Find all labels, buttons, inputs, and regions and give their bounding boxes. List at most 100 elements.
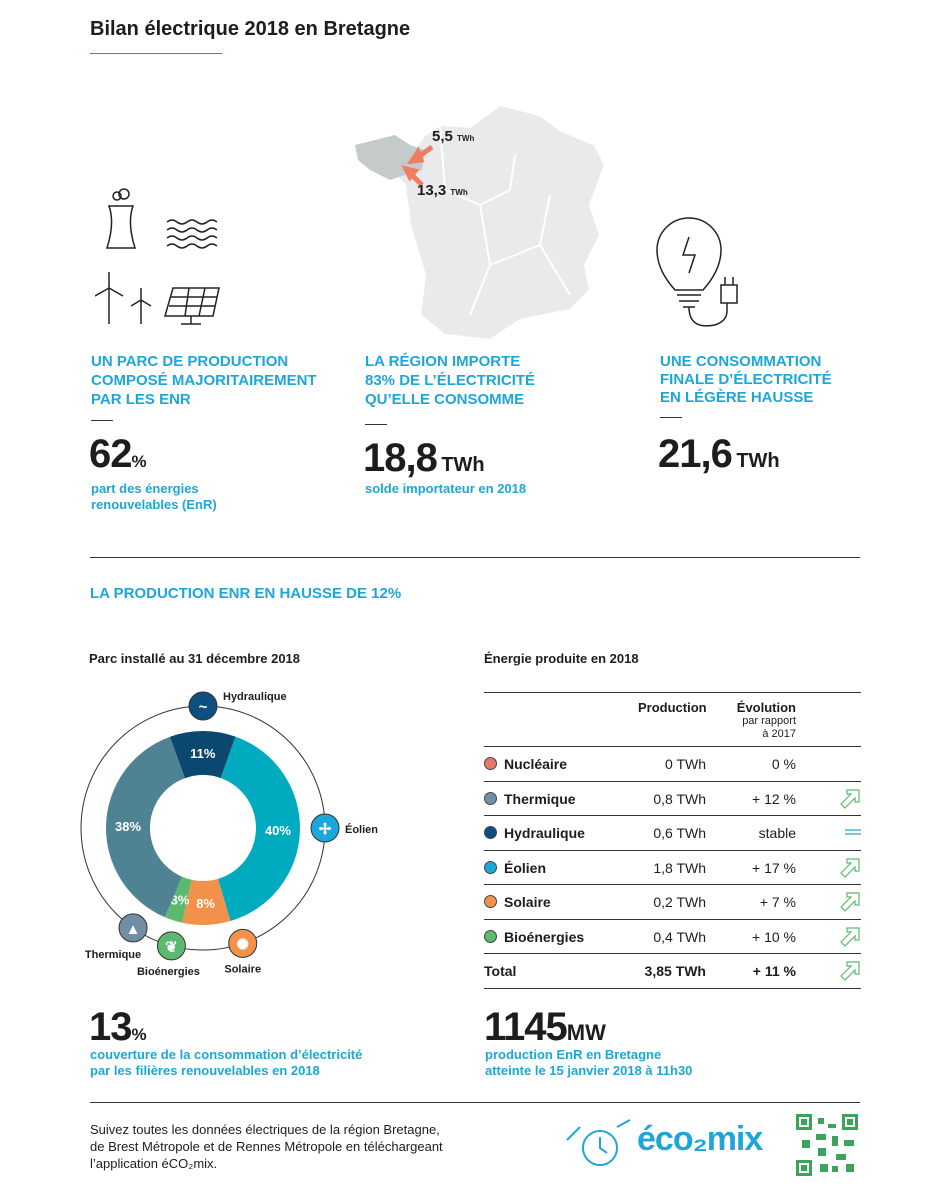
row-evolution: stable xyxy=(758,825,796,841)
row-production: 0 TWh xyxy=(665,756,706,772)
solar-panel-icon xyxy=(164,287,220,325)
col2-value: 18,8 TWh xyxy=(363,436,485,480)
trend-up-arrow-icon xyxy=(840,926,860,947)
donut-segment-4 xyxy=(106,736,185,918)
donut-segment-0 xyxy=(169,731,236,779)
row-production: 0,6 TWh xyxy=(653,825,706,841)
hydraulique-icon: ~ xyxy=(199,699,208,716)
france-shape xyxy=(388,103,607,342)
stat1-value: 13% xyxy=(89,1005,147,1049)
segment-label: 38% xyxy=(115,819,141,834)
segment-icon-bg xyxy=(188,691,218,721)
donut-segment-3 xyxy=(164,876,192,923)
col-evolution-header: Évolution par rapport à 2017 xyxy=(736,700,796,740)
energy-type-icon xyxy=(484,826,497,839)
energy-type-icon xyxy=(484,929,497,943)
trend-up-arrow-icon xyxy=(840,892,860,912)
footer-text: Suivez toutes les données électriques de… xyxy=(90,1122,443,1171)
segment-name: Bioénergies xyxy=(137,966,200,978)
row-production: 0,4 TWh xyxy=(653,928,706,945)
import-arrow-icon xyxy=(401,165,424,187)
flow-label-1: 5,5 TWh xyxy=(432,128,474,145)
parc-donut-chart: 11% ~ Hydraulique 40% ✢ Éolien 8% ✺ Solaire 3% ❦ Bi… xyxy=(80,691,378,978)
divider xyxy=(91,420,113,421)
segment-icon-bg xyxy=(228,928,258,958)
row-name: Total xyxy=(484,963,517,979)
import-arrow-icon xyxy=(406,144,434,165)
flow-value: 13,3 xyxy=(417,182,447,199)
segment-label: 40% xyxy=(265,823,291,838)
col2-sub: solde importateur en 2018 xyxy=(365,481,527,496)
col3-heading: UNE CONSOMMATION FINALE D’ÉLECTRICITÉ EN L… xyxy=(660,353,832,406)
segment-icon-bg xyxy=(156,931,186,961)
segment-icon-bg xyxy=(310,813,340,843)
table-row: Hydraulique 0,6 TWh stable xyxy=(484,815,861,850)
segment-label: 11% xyxy=(190,746,216,761)
footer-divider xyxy=(90,1102,860,1103)
row-name: Thermique xyxy=(504,790,576,807)
stat1-sub: couverture de la consommation d’électric… xyxy=(90,1047,363,1078)
energy-type-icon xyxy=(484,860,497,874)
segment-name: Solaire xyxy=(224,963,261,975)
flow-unit: TWh xyxy=(450,188,468,197)
solaire-icon: ✺ xyxy=(236,936,249,953)
row-evolution: + 7 % xyxy=(759,894,796,910)
donut-segment-2 xyxy=(182,878,231,925)
qr-code-icon[interactable] xyxy=(796,1114,858,1176)
col1-sub: part des énergies renouvelables (EnR) xyxy=(91,481,217,512)
row-name: Éolien xyxy=(504,859,547,876)
segment-icon-bg xyxy=(118,913,148,943)
production-icons xyxy=(95,188,220,325)
segment-name: Hydraulique xyxy=(223,691,287,703)
trend-up-arrow-icon xyxy=(840,961,860,981)
table-row: Éolien 1,8 TWh + 17 % xyxy=(484,849,861,885)
thermique-icon: ▲ xyxy=(126,921,141,938)
table-row: Total 3,85 TWh + 11 % xyxy=(484,953,861,989)
row-evolution: + 11 % xyxy=(752,963,796,979)
eolien-icon: ✢ xyxy=(319,821,332,838)
col1-value: 62% xyxy=(89,432,147,476)
trend-up-arrow-icon xyxy=(840,857,860,878)
row-production: 3,85 TWh xyxy=(644,963,706,979)
nuclear-plant-icon xyxy=(105,188,137,249)
table-row: Solaire 0,2 TWh + 7 % xyxy=(484,884,861,919)
energy-type-icon xyxy=(484,757,497,770)
stat2-value: 1145MW xyxy=(484,1005,606,1049)
ecomix-logo[interactable]: éco₂mix xyxy=(637,1120,763,1158)
segment-name: Thermique xyxy=(85,949,141,961)
row-production: 1,8 TWh xyxy=(653,859,706,876)
flow-label-2: 13,3 TWh xyxy=(417,182,468,199)
row-evolution: 0 % xyxy=(771,756,796,772)
col3-value: 21,6 TWh xyxy=(658,432,780,476)
donut-segment-1 xyxy=(217,736,300,922)
row-evolution: + 17 % xyxy=(752,859,796,876)
trend-up-arrow-icon xyxy=(840,788,860,809)
wind-turbines-icon xyxy=(95,272,152,324)
table-row: Bioénergies 0,4 TWh + 10 % xyxy=(484,918,861,954)
page-title: Bilan électrique 2018 en Bretagne xyxy=(90,18,411,40)
flow-unit: TWh xyxy=(457,134,475,143)
row-production: 0,8 TWh xyxy=(653,790,706,807)
table-row: Thermique 0,8 TWh + 12 % xyxy=(484,780,861,816)
row-evolution: + 10 % xyxy=(752,928,796,945)
flow-value: 5,5 xyxy=(432,128,453,145)
col2-heading: LA RÉGION IMPORTE 83% DE L’ÉLECTRICITÉ QU’… xyxy=(365,353,536,408)
energy-type-icon xyxy=(484,895,497,908)
section-title: LA PRODUCTION ENR EN HAUSSE DE 12% xyxy=(90,585,402,602)
row-production: 0,2 TWh xyxy=(653,894,706,910)
divider xyxy=(660,417,682,418)
table-top-rule xyxy=(484,692,861,693)
water-waves-icon xyxy=(166,219,218,249)
row-name: Bioénergies xyxy=(504,928,585,945)
ecomix-clock-icon xyxy=(566,1119,631,1166)
row-evolution: + 12 % xyxy=(752,790,796,807)
col-production-header: Production xyxy=(638,700,707,715)
title-underline xyxy=(90,53,222,54)
bioenergies-icon: ❦ xyxy=(165,939,178,956)
col1-heading: UN PARC DE PRODUCTION COMPOSÉ MAJORITAIRE… xyxy=(91,353,317,408)
energy-type-icon xyxy=(484,791,497,805)
section-divider xyxy=(90,557,860,558)
table-row: Nucléaire 0 TWh 0 % xyxy=(484,746,861,781)
france-map xyxy=(355,103,607,342)
